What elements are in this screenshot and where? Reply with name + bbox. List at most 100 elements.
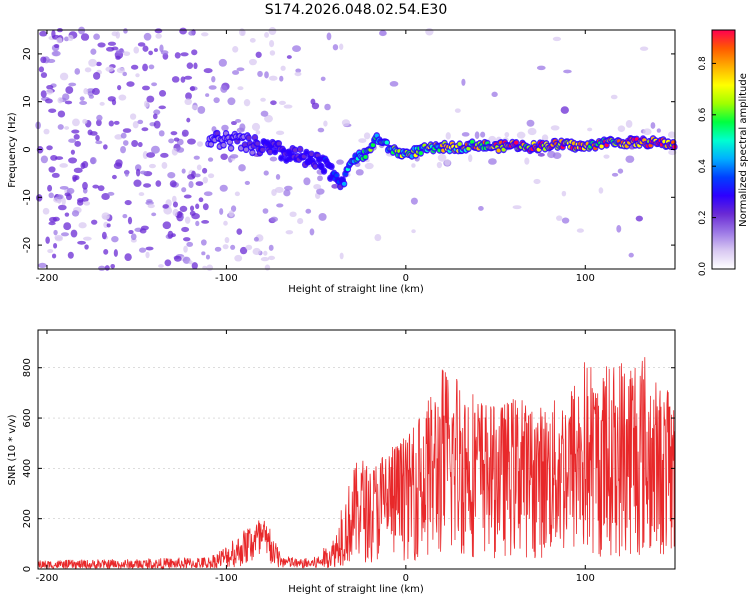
spectrogram-cell [103, 249, 109, 255]
spectrogram-cell [561, 217, 570, 224]
spectrogram-cell [616, 225, 622, 233]
spectrogram-ridge [205, 129, 678, 191]
spectrogram-cell [54, 234, 63, 241]
spectrogram-cell [152, 113, 158, 120]
spectrogram-cell [295, 68, 302, 73]
spectrogram-cell [201, 220, 210, 224]
snr-x-ticks: -200 -100 0 100 [36, 330, 595, 584]
spectrogram-cell [255, 130, 261, 135]
spectrogram-cell [93, 72, 101, 80]
spectrogram-cell [82, 118, 88, 125]
spectrogram-cell [120, 145, 126, 154]
spectrogram-cell [127, 216, 133, 225]
ridge-core [321, 169, 327, 174]
spectrogram-cell [40, 155, 48, 164]
ridge-core [329, 164, 334, 169]
spectrogram-cell [283, 189, 291, 197]
spectrogram-cell [130, 233, 137, 241]
spectrogram-cell [264, 71, 269, 79]
colorbar-ticks: 0.0 0.2 0.4 0.6 0.8 [698, 56, 716, 276]
spectrogram-cell [65, 86, 74, 94]
spectrogram-cell [598, 187, 604, 194]
spectrogram-cell [286, 55, 292, 59]
spectrogram-cell [158, 105, 167, 110]
spectrogram-cell [91, 219, 98, 225]
spectrogram-cell [236, 67, 245, 72]
spectrogram-cell [189, 205, 195, 212]
spectrogram-cell [318, 212, 327, 221]
ridge-core [309, 152, 314, 157]
spectrogram-cell [124, 169, 129, 177]
spectrogram-cell [90, 48, 97, 55]
spectrogram-cell [444, 159, 451, 166]
spectrogram-cell [552, 36, 562, 42]
x-tick-label: -200 [36, 273, 59, 284]
spectrogram-cell [270, 216, 278, 222]
spectrogram-cell [222, 244, 229, 250]
spectrogram-cell [297, 218, 304, 225]
y-tick-label: -20 [22, 237, 33, 253]
spectrogram-cell [111, 174, 117, 180]
spectrogram-cell [106, 223, 111, 228]
spectrogram-cell [208, 85, 217, 90]
snr-frame [37, 329, 676, 570]
spectrogram-cell [130, 64, 139, 70]
spectrogram-cell [52, 50, 61, 57]
snr-x-axis-label: Height of straight line (km) [288, 584, 424, 595]
spectrogram-cell [264, 264, 271, 271]
ridge-core [250, 150, 255, 155]
spectrogram-cell [90, 157, 96, 165]
spectrogram-cell [130, 113, 137, 120]
spectrogram-cell [124, 199, 132, 206]
spectrogram-cell [326, 32, 332, 41]
spectrogram-cell [113, 162, 123, 170]
spectrogram-cell [137, 142, 143, 148]
spectrogram-cell [358, 138, 367, 144]
spectrogram-cell [145, 251, 150, 259]
spectrogram-cell [135, 168, 141, 177]
spectrogram-cell [51, 253, 57, 259]
spectrogram-cell [42, 207, 50, 215]
spectrogram-cell [70, 149, 75, 155]
spectrogram-cell [317, 127, 325, 133]
spectrogram-cell [262, 208, 269, 214]
spectrogram-cell [491, 91, 498, 97]
spectrogram-cell [43, 128, 50, 135]
spectrogram-cell [145, 246, 154, 251]
spectrogram-cell [91, 87, 100, 95]
spectrogram-cell [364, 162, 374, 170]
spectrogram-y-axis-label: Frequency (Hz) [7, 112, 18, 188]
spectrogram-cell [46, 145, 53, 151]
spectrogram-cell [46, 58, 56, 64]
spectrogram-cell [64, 192, 71, 197]
ridge-core [457, 142, 462, 147]
spectrogram-cell [59, 163, 69, 168]
spectrogram-cell [40, 56, 47, 64]
spectrogram-cell [48, 192, 54, 199]
ridge-core [279, 156, 284, 161]
spectrogram-cell [103, 144, 108, 150]
spectrogram-cell [445, 132, 451, 140]
spectrogram-cell [238, 164, 246, 172]
figure-title: S174.2026.048.02.54.E30 [265, 2, 448, 18]
spectrogram-cell [55, 156, 64, 160]
spectrogram-cell [84, 244, 89, 250]
spectrogram-cell [128, 229, 134, 235]
spectrogram-cell [268, 244, 274, 251]
spectrogram-cell [275, 130, 285, 136]
spectrogram-cell [143, 183, 152, 188]
spectrogram-cell [379, 30, 387, 37]
spectrogram-cell [180, 52, 189, 57]
spectrogram-cell [133, 46, 140, 54]
spectrogram-cell [195, 181, 204, 186]
spectrogram-cell [81, 197, 89, 203]
spectrogram-cell [185, 92, 192, 100]
spectrogram-cell [108, 120, 114, 127]
spectrogram-cell [143, 32, 152, 41]
spectrogram-cell [332, 44, 339, 51]
spectrogram-cell [236, 228, 243, 235]
spectrogram-cell [146, 95, 155, 103]
spectrogram-cell [98, 265, 106, 271]
spectrogram-cell [253, 236, 259, 242]
spectrogram-cell [80, 162, 86, 170]
